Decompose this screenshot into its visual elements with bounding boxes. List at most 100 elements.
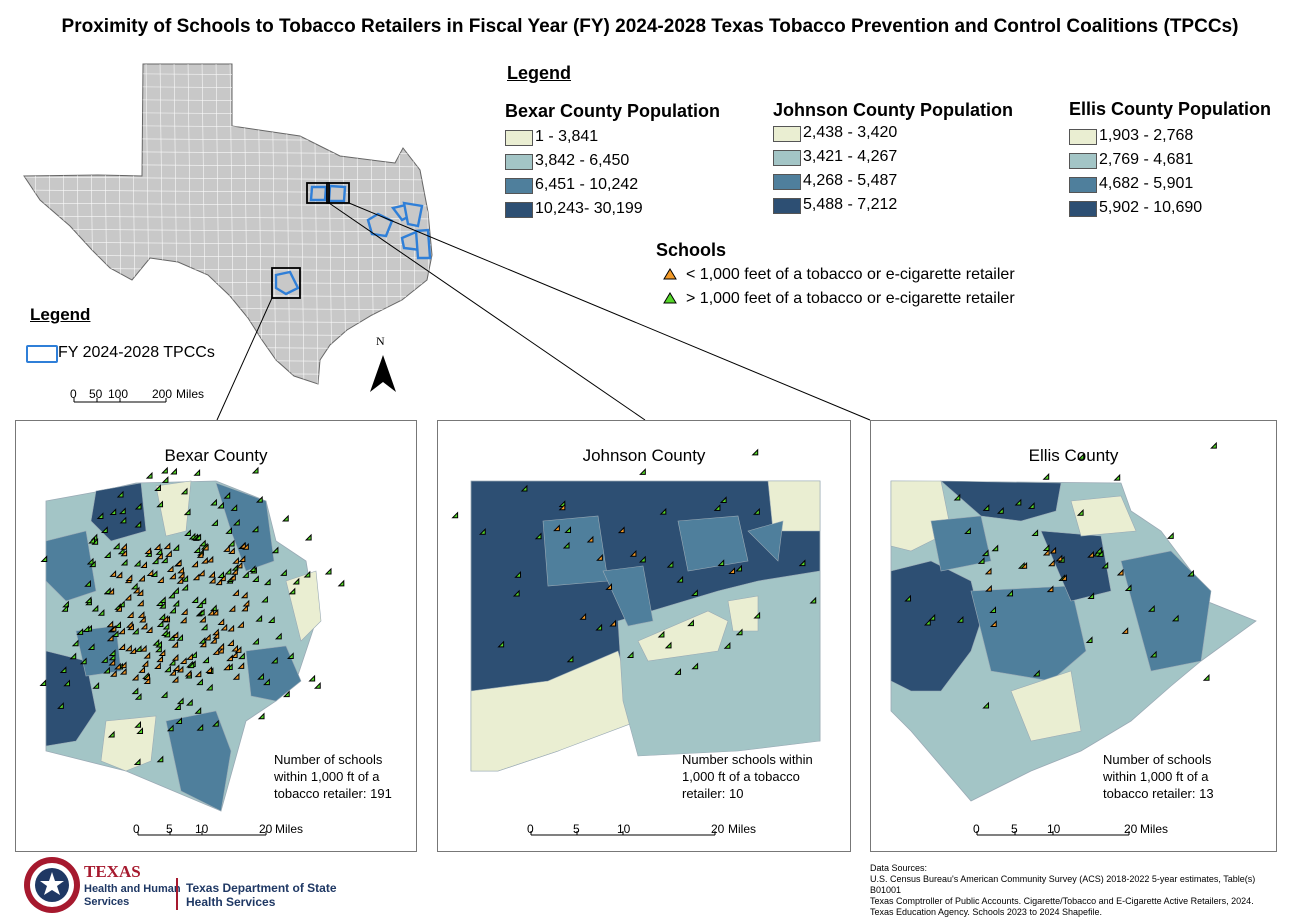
school-marker-near [227, 624, 235, 632]
school-marker-far [798, 559, 806, 567]
school-marker-far [659, 507, 667, 515]
school-marker-far [180, 487, 188, 495]
school-marker-far [116, 490, 124, 498]
school-marker-far [164, 665, 171, 673]
school-marker-near [137, 611, 145, 618]
school-marker-near [223, 545, 230, 552]
school-marker-far [735, 564, 743, 572]
school-marker-near [165, 550, 172, 557]
school-marker-far [566, 655, 574, 663]
school-marker-near [579, 612, 587, 620]
school-marker-far [62, 600, 69, 608]
school-marker-far [308, 674, 316, 682]
school-marker-far [1042, 544, 1050, 551]
school-marker-near [235, 561, 243, 569]
school-marker-near [558, 503, 566, 511]
school-marker-far [1094, 546, 1102, 554]
school-marker-far [1077, 452, 1085, 460]
school-marker-far [981, 549, 989, 557]
school-marker-far [230, 504, 238, 511]
school-marker-far [713, 504, 721, 511]
school-marker-far [188, 532, 196, 540]
school-marker-far [136, 727, 144, 734]
school-marker-far [238, 652, 245, 660]
ellis-count-note: Number of schools within 1,000 ft of a t… [1103, 752, 1214, 801]
school-marker-far [1076, 508, 1084, 516]
bexar-county-map [39, 466, 345, 812]
school-marker-far [160, 629, 168, 637]
school-marker-far [282, 690, 290, 698]
source-tea: Texas Education Agency. Schools 2023 to … [870, 907, 1102, 917]
school-marker-near [139, 644, 147, 652]
school-marker-far [270, 656, 278, 664]
school-marker-far [100, 526, 108, 534]
school-marker-far [194, 533, 202, 541]
school-marker-far [753, 507, 760, 515]
school-marker-near [184, 669, 192, 677]
johnson-scale-5: 5 [573, 822, 580, 836]
school-marker-near [118, 627, 125, 635]
school-marker-near [120, 549, 128, 557]
school-marker-near [154, 662, 161, 670]
johnson-scale-unit: Miles [728, 822, 757, 836]
school-marker-far [227, 539, 235, 547]
school-marker-far [1031, 529, 1039, 536]
school-marker-near [609, 619, 617, 627]
school-marker-far [1113, 473, 1121, 481]
source-acs: U.S. Census Bureau's American Community … [870, 874, 1256, 884]
school-marker-far [923, 618, 931, 626]
school-marker-far [1014, 498, 1022, 506]
school-marker-near [109, 669, 117, 677]
school-marker-far [252, 637, 259, 645]
ellis-school-markers [904, 441, 1217, 709]
school-marker-near [176, 576, 184, 584]
school-marker-far [639, 468, 646, 475]
school-marker-near [119, 667, 127, 675]
school-marker-near [153, 543, 161, 551]
school-marker-far [134, 502, 142, 510]
school-marker-far [664, 641, 672, 649]
school-marker-near [984, 567, 992, 575]
school-marker-near [201, 556, 208, 564]
school-marker-far [1171, 614, 1179, 622]
school-marker-near [230, 651, 238, 659]
ellis-scale-10: 10 [1047, 822, 1061, 836]
school-marker-near [125, 574, 133, 582]
school-marker-near [177, 571, 185, 579]
school-marker-far [991, 544, 999, 552]
johnson-scale-0: 0 [527, 822, 534, 836]
school-marker-far [303, 570, 311, 578]
school-marker-far [181, 574, 189, 582]
school-marker-near [169, 572, 176, 580]
school-marker-far [223, 491, 231, 499]
school-marker-far [562, 541, 570, 549]
sources-heading: Data Sources: [870, 863, 928, 873]
school-marker-far [169, 606, 176, 614]
school-marker-near [138, 615, 146, 623]
school-marker-far [248, 565, 256, 573]
school-marker-near [209, 636, 217, 644]
school-marker-near [115, 604, 122, 612]
school-marker-far [57, 702, 64, 709]
school-marker-near [192, 573, 200, 581]
school-marker-far [97, 608, 105, 616]
school-marker-far [195, 601, 203, 609]
school-marker-near [179, 616, 187, 624]
ellis-legend-title: Ellis County Population [1069, 99, 1271, 119]
school-marker-far [176, 697, 184, 705]
school-marker-near [226, 654, 233, 662]
source-comptroller: Texas Comptroller of Public Accounts. Ci… [870, 896, 1254, 906]
school-legend-symbols [663, 268, 677, 304]
school-marker-far [91, 604, 99, 612]
school-marker-far [134, 520, 142, 528]
school-marker-near [191, 560, 199, 568]
johnson-county-map [451, 448, 821, 772]
school-marker-near [108, 658, 116, 666]
school-marker-far [92, 681, 100, 689]
johnson-school-markers [451, 448, 817, 675]
school-marker-near [127, 623, 134, 631]
school-marker-near [1042, 548, 1050, 556]
school-marker-far [809, 596, 817, 604]
school-marker-near [131, 673, 139, 681]
school-marker-far [251, 466, 259, 474]
